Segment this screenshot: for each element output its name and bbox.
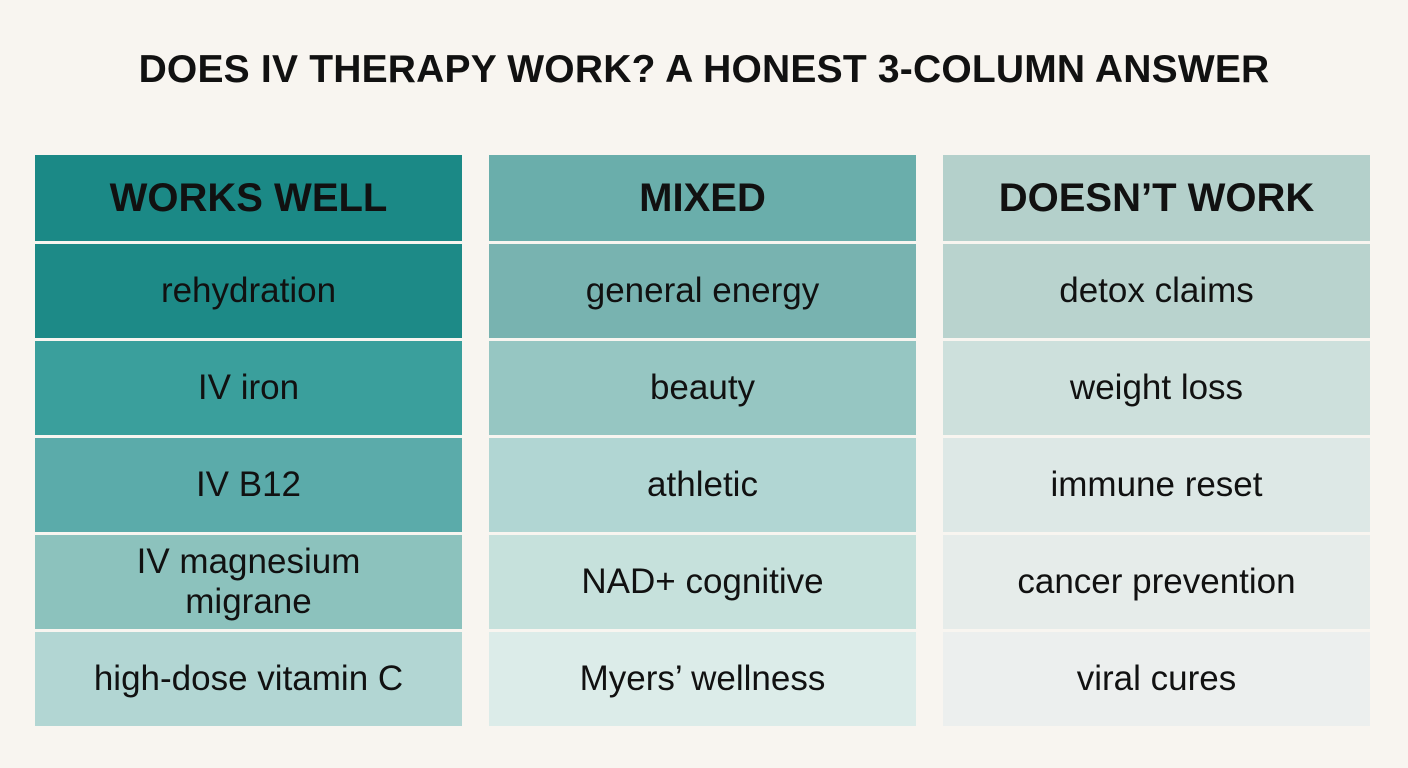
column-item: cancer prevention bbox=[943, 535, 1370, 629]
column-header: MIXED bbox=[489, 155, 916, 241]
column-item: IV iron bbox=[35, 341, 462, 435]
column-item: rehydration bbox=[35, 244, 462, 338]
item-text: IV magnesium migrane bbox=[136, 541, 361, 621]
item-text: NAD+ cognitive bbox=[581, 561, 824, 601]
item-text: detox claims bbox=[1059, 270, 1254, 310]
header-text: DOESN’T WORK bbox=[998, 176, 1315, 220]
item-text: cancer prevention bbox=[1017, 561, 1296, 601]
item-text: rehydration bbox=[160, 270, 337, 310]
item-text: general energy bbox=[585, 270, 820, 310]
column-item: general energy bbox=[489, 244, 916, 338]
item-text: IV iron bbox=[197, 367, 300, 407]
item-text: immune reset bbox=[1050, 464, 1263, 504]
column-item: weight loss bbox=[943, 341, 1370, 435]
item-text: athletic bbox=[647, 464, 758, 504]
column-item: NAD+ cognitive bbox=[489, 535, 916, 629]
column: DOESN’T WORK detox claims weight loss immun… bbox=[943, 155, 1370, 729]
column-item: detox claims bbox=[943, 244, 1370, 338]
column-item: beauty bbox=[489, 341, 916, 435]
header-text: WORKS WELL bbox=[109, 176, 388, 220]
column-header: DOESN’T WORK bbox=[943, 155, 1370, 241]
item-text: beauty bbox=[649, 367, 756, 407]
column: WORKS WELL rehydration IV iron IV B12 IV mag… bbox=[35, 155, 462, 729]
column-item: athletic bbox=[489, 438, 916, 532]
item-text: weight loss bbox=[1069, 367, 1244, 407]
column-header: WORKS WELL bbox=[35, 155, 462, 241]
item-text: Myers’ wellness bbox=[579, 658, 826, 698]
column: MIXED general energy beauty athletic NAD+ co… bbox=[489, 155, 916, 729]
header-text: MIXED bbox=[639, 176, 766, 220]
column-item: immune reset bbox=[943, 438, 1370, 532]
item-text: viral cures bbox=[1076, 658, 1237, 698]
column-item: high-dose vitamin C bbox=[35, 632, 462, 726]
item-text: high-dose vitamin C bbox=[93, 658, 404, 698]
item-text: IV B12 bbox=[195, 464, 302, 504]
column-item: IV B12 bbox=[35, 438, 462, 532]
page-title: DOES IV THERAPY WORK? A HONEST 3-COLUMN … bbox=[138, 48, 1270, 91]
column-item: Myers’ wellness bbox=[489, 632, 916, 726]
column-item: viral cures bbox=[943, 632, 1370, 726]
column-item: IV magnesium migrane bbox=[35, 535, 462, 629]
